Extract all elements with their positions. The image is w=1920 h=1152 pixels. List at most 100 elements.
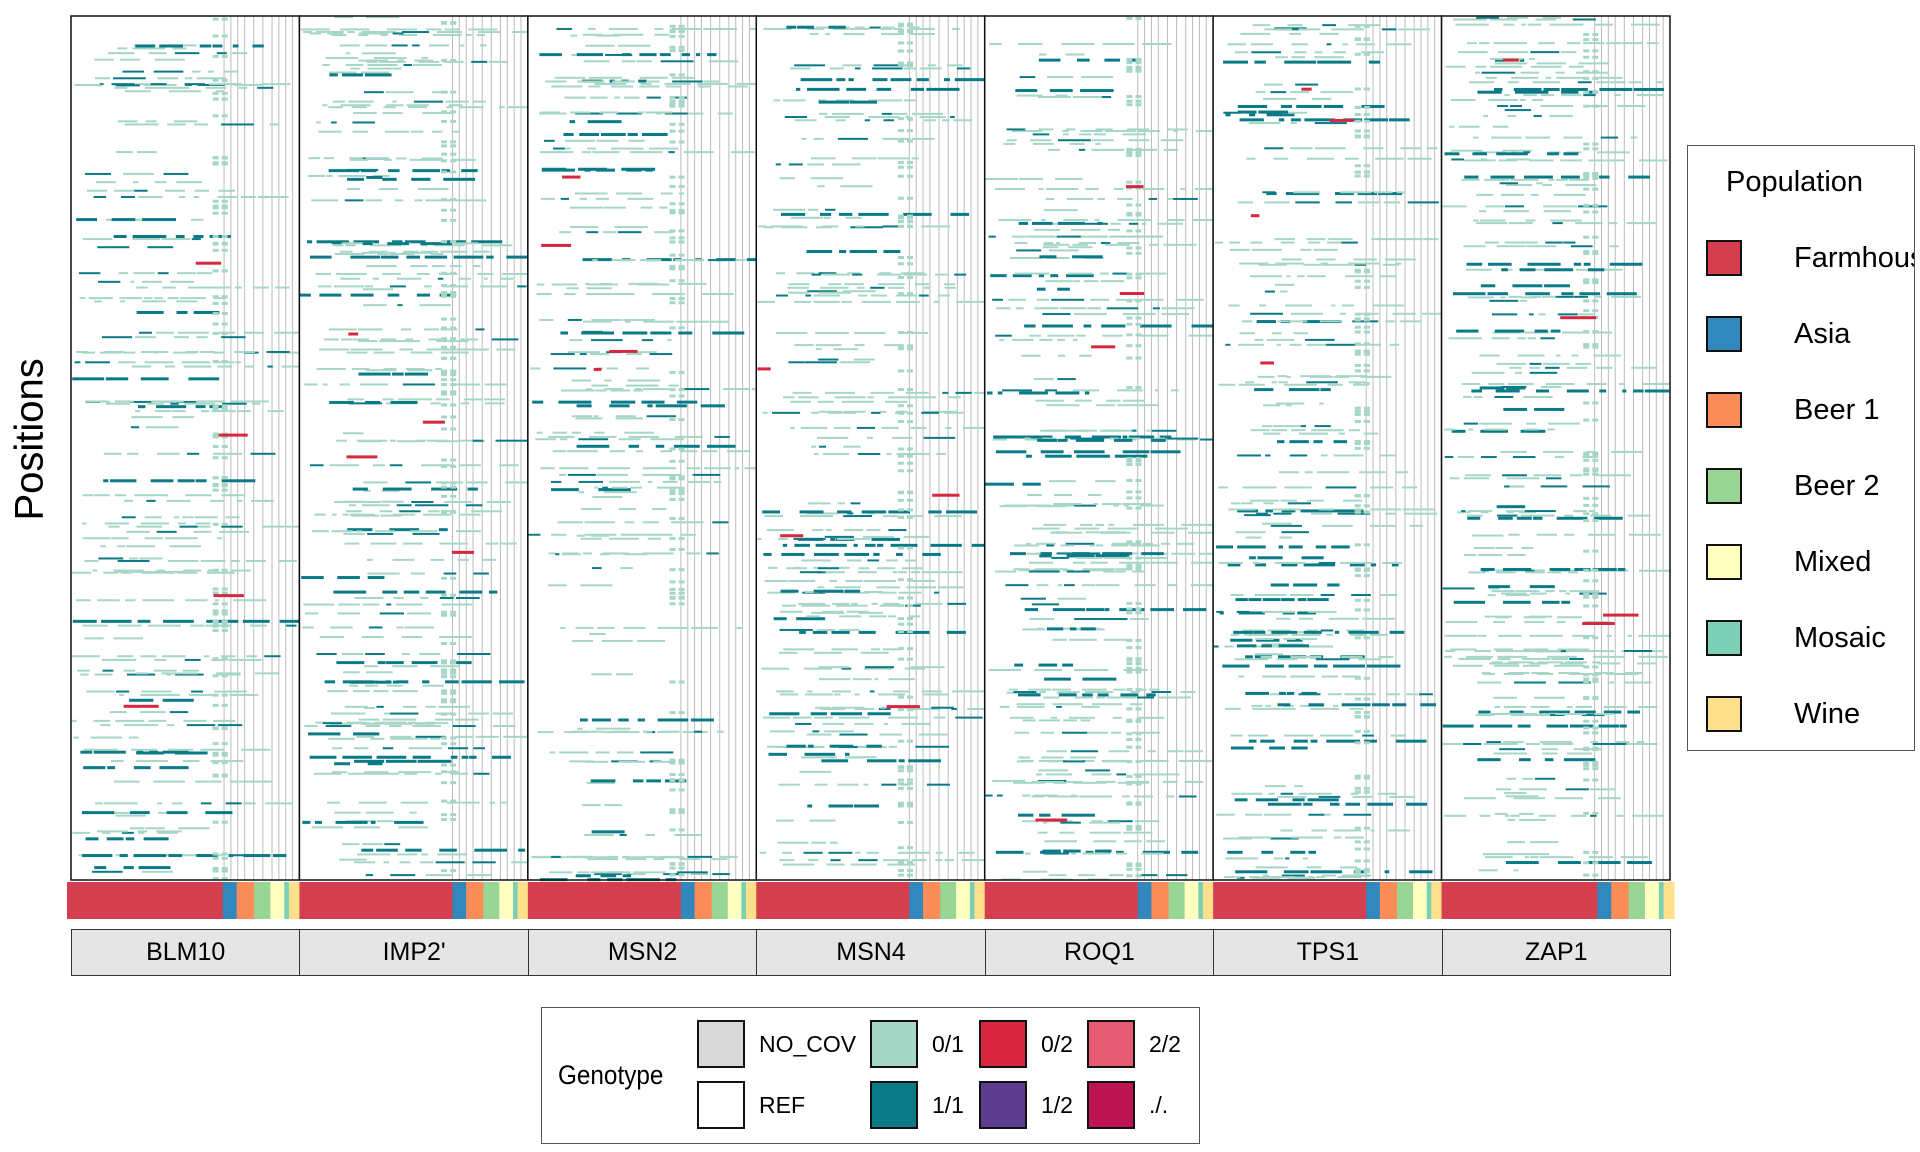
genotype-tile	[1135, 462, 1142, 466]
genotype-tile	[1074, 618, 1099, 621]
genotype-tile	[103, 479, 109, 483]
genotype-tile	[1631, 814, 1664, 817]
genotype-tile	[97, 599, 120, 602]
genotype-tile	[394, 820, 424, 824]
genotype-tile	[669, 370, 676, 374]
genotype-tile	[1146, 429, 1151, 432]
genotype-tile	[1014, 731, 1030, 734]
genotype-legend-title: Genotype	[558, 1060, 664, 1090]
genotype-tile	[1073, 669, 1102, 672]
genotype-tile	[250, 624, 267, 627]
genotype-tile	[1526, 422, 1537, 425]
genotype-tile	[1277, 655, 1291, 659]
genotype-tile	[176, 181, 203, 184]
genotype-tile	[1141, 552, 1164, 556]
genotype-tile	[1170, 389, 1179, 392]
genotype-tile	[1530, 51, 1560, 54]
genotype-tile	[1345, 802, 1361, 806]
genotype-tile	[309, 464, 324, 467]
genotype-tile	[1497, 514, 1518, 517]
genotype-tile	[450, 755, 458, 759]
genotype-tile	[907, 330, 914, 334]
genotype-tile	[1363, 826, 1370, 830]
genotype-tile	[1266, 113, 1295, 117]
genotype-tile	[221, 161, 228, 165]
genotype-tile	[1136, 130, 1161, 133]
genotype-tile	[539, 151, 574, 154]
genotype-tile	[686, 467, 701, 470]
genotype-tile	[390, 874, 416, 877]
genotype-tile	[528, 533, 541, 536]
genotype-tile	[1354, 352, 1361, 356]
genotype-tile	[1126, 718, 1133, 722]
genotype-tile	[564, 96, 586, 99]
genotype-tile	[678, 24, 685, 28]
genotype-tile	[780, 589, 799, 593]
genotype-tile	[1150, 438, 1166, 442]
genotype-tile	[897, 224, 904, 228]
genotype-tile	[166, 499, 191, 502]
genotype-tile	[591, 718, 611, 722]
genotype-tile	[1095, 142, 1101, 145]
genotype-tile	[435, 861, 465, 864]
genotype-tile	[1072, 243, 1088, 246]
genotype-tile	[140, 693, 162, 696]
genotype-tile	[881, 33, 905, 36]
genotype-tile	[1142, 187, 1165, 190]
genotype-tile	[1494, 58, 1504, 62]
genotype-tile	[895, 410, 908, 413]
genotype-tile	[1329, 802, 1340, 806]
genotype-tile	[382, 590, 398, 594]
genotype-tile	[1583, 697, 1590, 701]
genotype-tile	[1126, 437, 1141, 440]
genotype-tile	[161, 672, 181, 675]
genotype-tile	[569, 120, 576, 124]
genotype-tile	[1463, 797, 1496, 800]
genotype-tile	[323, 157, 334, 160]
genotype-tile	[1251, 51, 1282, 54]
genotype-tile	[672, 80, 703, 83]
genotype-tile	[1254, 653, 1284, 656]
genotype-tile	[620, 533, 645, 536]
genotype-tile	[795, 722, 812, 725]
genotype-tile	[1286, 275, 1291, 278]
genotype-tile	[399, 34, 418, 37]
genotype-tile	[1135, 456, 1142, 460]
genotype-tile	[897, 578, 904, 582]
genotype-tile	[578, 438, 609, 441]
genotype-tile	[392, 513, 416, 516]
genotype-tile	[221, 877, 228, 881]
genotype-tile	[1080, 89, 1114, 93]
genotype-tile	[903, 535, 930, 538]
genotype-tile	[93, 719, 111, 722]
genotype-tile	[678, 192, 685, 195]
genotype-tile	[646, 779, 661, 783]
genotype-tile	[1126, 356, 1133, 360]
genotype-tile	[123, 172, 154, 175]
genotype-tile	[587, 858, 619, 861]
genotype-tile	[1305, 338, 1335, 341]
genotype-tile	[1135, 229, 1142, 233]
genotype-tile	[1072, 338, 1078, 341]
genotype-tile	[1012, 338, 1034, 341]
genotype-tile	[1081, 688, 1107, 691]
genotype-tile	[618, 718, 629, 722]
genotype-tile	[142, 218, 176, 222]
genotype-tile	[923, 436, 956, 439]
genotype-tile	[764, 515, 784, 518]
genotype-tile	[450, 338, 457, 342]
genotype-tile	[1037, 831, 1048, 834]
genotype-tile	[1363, 52, 1370, 56]
genotype-tile	[1596, 366, 1613, 369]
genotype-tile	[1303, 563, 1336, 567]
genotype-tile	[113, 77, 146, 80]
genotype-tile	[1598, 797, 1621, 800]
genotype-tile	[1627, 861, 1653, 865]
genotype-tile	[179, 525, 198, 528]
genotype-tile	[1385, 693, 1400, 696]
genotype-tile	[569, 760, 594, 763]
genotype-tile	[878, 693, 905, 696]
genotype-tile	[1583, 760, 1590, 764]
genotype-tile	[400, 801, 429, 804]
genotype-tile	[1271, 429, 1287, 432]
